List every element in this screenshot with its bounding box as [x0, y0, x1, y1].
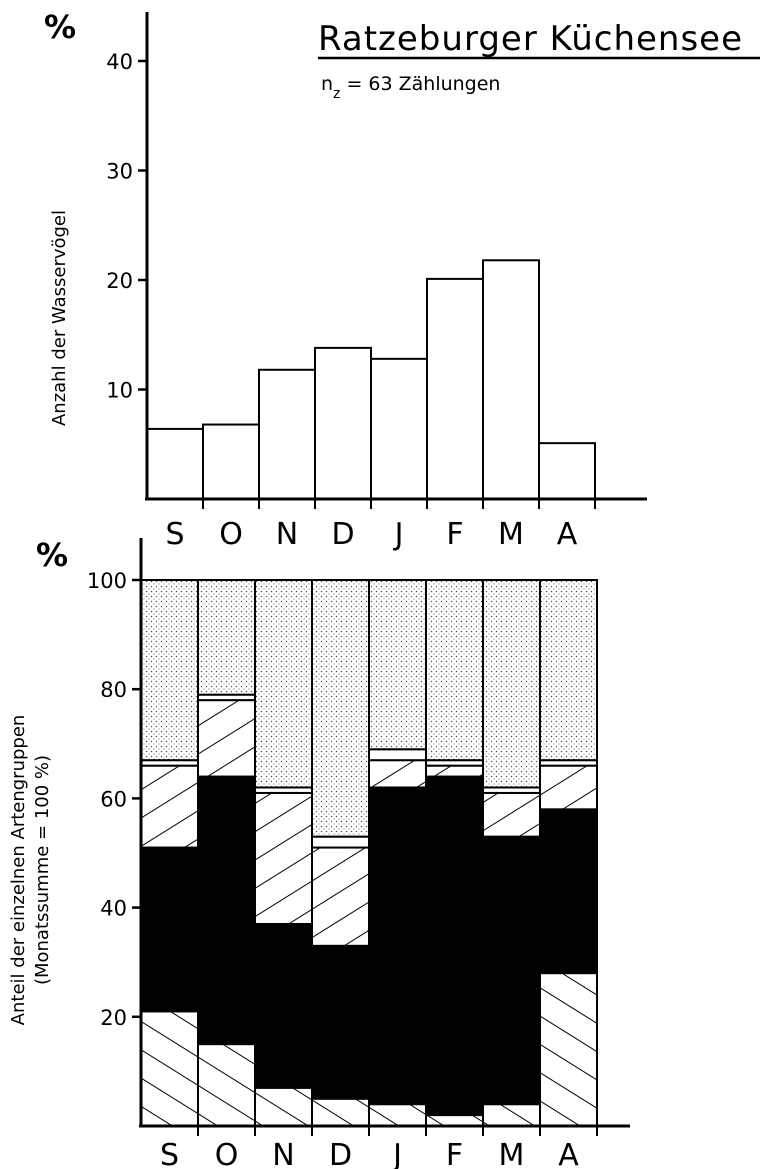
segment-solid-F [425, 775, 484, 1117]
segment-stipple-M [482, 579, 541, 789]
bottom-y-tick-label: 100 [87, 569, 127, 593]
top-y-tick-label: 30 [106, 160, 133, 184]
top-y-tick-label: 10 [106, 379, 133, 403]
bottom-y-tick-label: 80 [100, 678, 127, 702]
segment-hatch-back-D [311, 846, 370, 947]
top-category-label: F [446, 517, 463, 552]
segment-solid-A [539, 808, 598, 975]
top-bar-F [426, 277, 484, 500]
top-bar-D [314, 346, 372, 501]
top-y-ticks: 10 20 30 40 [106, 50, 147, 403]
subtitle-subscript: z [333, 86, 340, 102]
segment-hatch-back-A [539, 764, 598, 811]
bottom-stacked-bars [140, 579, 598, 1128]
segment-solid-D [311, 944, 370, 1100]
segment-hatch-forward-O [197, 1043, 256, 1127]
bottom-category-label: S [160, 1138, 179, 1169]
subtitle-prefix: n [321, 73, 333, 95]
top-bar-N [258, 368, 316, 501]
top-category-label: M [498, 517, 524, 552]
segment-hatch-forward-F [425, 1114, 484, 1127]
bottom-category-label: D [329, 1138, 352, 1169]
segment-solid-M [482, 835, 541, 1106]
top-category-label: N [276, 517, 298, 552]
bottom-y-axis-label-line1: Anteil der einzelnen Artengruppen [8, 715, 29, 1026]
segment-hatch-back-O [197, 699, 256, 778]
bottom-y-tick-label: 40 [100, 897, 127, 921]
top-category-label: J [393, 517, 404, 552]
segment-hatch-forward-S [140, 1010, 199, 1128]
segment-hatch-back-N [254, 791, 313, 925]
bottom-category-label: F [446, 1138, 463, 1169]
top-bar-M [482, 259, 540, 501]
segment-stipple-S [140, 579, 199, 762]
chart-title: Ratzeburger Küchensee [318, 19, 743, 59]
segment-solid-S [140, 846, 199, 1013]
segment-hatch-back-S [140, 764, 199, 849]
species-share-chart: % Anteil der einzelnen Artengruppen (Mon… [8, 536, 630, 1169]
segment-hatch-forward-N [254, 1086, 313, 1128]
top-unit-label: % [44, 8, 76, 46]
segment-hatch-forward-J [368, 1103, 427, 1128]
bottom-category-label: M [499, 1138, 525, 1169]
subtitle-text: = 63 Zählungen [340, 73, 500, 95]
top-category-label: O [219, 517, 243, 552]
segment-hatch-forward-M [482, 1103, 541, 1128]
segment-hatch-back-J [368, 759, 427, 789]
top-bar-A [538, 442, 596, 500]
top-bar-S [146, 427, 204, 501]
segment-stipple-N [254, 579, 313, 789]
segment-solid-O [197, 775, 256, 1046]
top-bars [146, 259, 596, 501]
top-category-label: A [557, 517, 578, 552]
segment-stipple-J [368, 579, 427, 751]
segment-stipple-O [197, 579, 256, 696]
top-y-tick-label: 20 [106, 269, 133, 293]
bottom-category-label: A [558, 1138, 579, 1169]
bottom-category-label: N [272, 1138, 294, 1169]
segment-stipple-F [425, 579, 484, 762]
segment-solid-N [254, 922, 313, 1089]
top-bar-J [370, 357, 428, 500]
segment-hatch-forward-A [539, 972, 598, 1127]
bottom-y-tick-label: 60 [100, 787, 127, 811]
segment-hatch-back-M [482, 791, 541, 838]
segment-stipple-D [311, 579, 370, 838]
segment-hatch-back-F [425, 764, 484, 778]
segment-hatch-forward-D [311, 1097, 370, 1127]
bottom-category-label: J [391, 1138, 402, 1169]
bottom-y-tick-label: 20 [100, 1006, 127, 1030]
top-bar-O [202, 423, 260, 501]
bottom-category-label: O [215, 1138, 239, 1169]
segment-white-J [368, 748, 427, 762]
segment-stipple-A [539, 579, 598, 762]
segment-solid-J [368, 786, 427, 1106]
bottom-y-ticks: 20 40 60 80 100 [87, 569, 141, 1030]
bottom-y-axis-label-line2: (Monatssumme = 100 %) [32, 755, 53, 985]
top-category-label: D [331, 517, 354, 552]
count-subtitle: nz = 63 Zählungen [321, 73, 500, 102]
bottom-unit-label: % [36, 536, 68, 574]
top-category-label: S [165, 517, 184, 552]
top-y-axis-label: Anzahl der Wasservögel [49, 210, 70, 426]
segment-white-D [311, 835, 370, 849]
top-y-tick-label: 40 [106, 50, 133, 74]
